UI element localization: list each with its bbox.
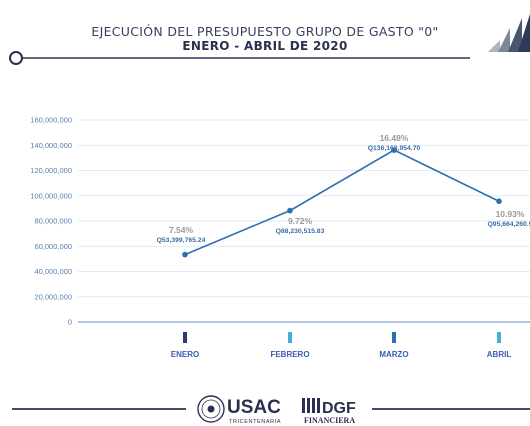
y-tick-label: 160,000,000 [30,116,72,125]
dgf-stripes-icon [302,398,320,413]
header-circle-marker [9,51,23,65]
data-label: Q53,399,765.24 [157,237,206,244]
category-marker [497,332,501,343]
data-point [287,207,293,214]
dgf-logo-text: DGF [322,400,356,417]
percent-label: 9.72% [288,216,313,226]
category-marker [183,332,187,343]
y-tick-label: 100,000,000 [30,191,72,200]
data-label: Q95,664,260.9 [488,221,530,228]
data-label: Q88,230,515.83 [276,228,325,235]
dgf-logo-subtext: FINANCIERA [304,416,355,425]
y-tick-label: 140,000,000 [30,141,72,150]
percent-label: 7.54% [169,225,194,235]
x-tick-label: FEBRERO [270,350,309,359]
data-point [391,147,397,153]
chart-title-line2: ENERO - ABRIL DE 2020 [182,39,348,53]
y-tick-label: 20,000,000 [34,292,72,301]
percent-label: 10.93% [496,209,525,219]
y-tick-label: 40,000,000 [34,267,72,276]
y-tick-label: 0 [68,318,72,327]
data-point [496,198,502,205]
category-marker [392,332,396,343]
data-point [182,251,188,258]
x-tick-label: MARZO [379,350,408,359]
brand-columns-icon [488,14,530,52]
chart-title-line1: EJECUCIÓN DEL PRESUPUESTO GRUPO DE GASTO… [91,24,439,39]
category-marker [288,332,292,343]
header-decoration [9,14,530,65]
y-tick-label: 60,000,000 [34,242,72,251]
series-line [184,149,500,256]
y-tick-label: 120,000,000 [30,166,72,175]
usac-logo: USAC TRICENTENARIA [197,395,281,425]
y-tick-label: 80,000,000 [34,217,72,226]
x-tick-label: ENERO [171,350,199,359]
dgf-logo: DGF FINANCIERA [302,398,356,425]
usac-logo-subtext: TRICENTENARIA [229,419,281,425]
percent-label: 16.48% [380,133,409,143]
x-tick-label: ABRIL [487,350,512,359]
usac-logo-text: USAC [227,397,281,418]
data-label: Q136,163,954.70 [368,145,421,152]
